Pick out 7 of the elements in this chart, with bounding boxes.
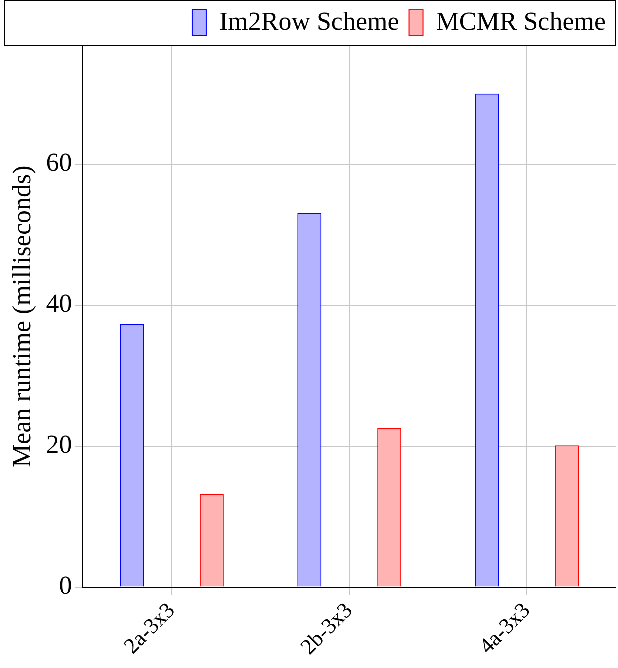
legend-label: Im2Row Scheme — [219, 6, 400, 36]
y-tick-label: 60 — [46, 148, 72, 178]
y-tick-label: 20 — [46, 430, 72, 460]
legend-label: MCMR Scheme — [436, 6, 606, 36]
y-axis-title: Mean runtime (milliseconds) — [7, 166, 36, 468]
y-tick-label: 0 — [59, 571, 72, 600]
y-tick-label: 40 — [46, 289, 72, 318]
